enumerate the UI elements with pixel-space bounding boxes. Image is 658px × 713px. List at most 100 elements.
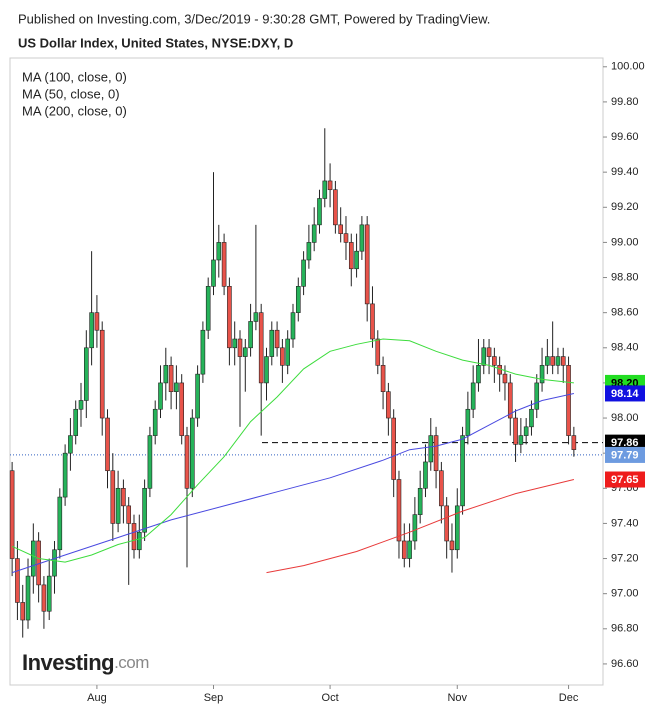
y-tick-label: 99.20	[611, 201, 639, 213]
candle-body	[380, 365, 386, 392]
legend-entry: MA (200, close, 0)	[22, 103, 127, 118]
candle-body	[560, 356, 566, 366]
candle-body	[189, 417, 195, 489]
candle-body	[68, 435, 73, 454]
candle-body	[507, 382, 513, 419]
candle-body	[99, 329, 105, 419]
candle-body	[274, 329, 280, 349]
candle-body	[513, 417, 518, 445]
candle-body	[200, 329, 206, 375]
y-tick-label: 99.40	[611, 166, 639, 178]
price-label-box	[605, 446, 645, 463]
candle-body	[110, 470, 116, 524]
ma-line	[11, 338, 574, 563]
candle-body	[280, 347, 285, 366]
candle-body	[290, 312, 296, 340]
candle-body	[195, 373, 200, 419]
price-label: 97.86	[611, 437, 639, 449]
y-tick-label: 99.80	[611, 96, 639, 108]
candle-body	[147, 435, 153, 489]
candle-body	[364, 224, 370, 305]
candle-body	[31, 540, 36, 577]
header: Published on Investing.com, 3/Dec/2019 -…	[18, 11, 490, 26]
candle-body	[126, 505, 132, 524]
candle-body	[428, 435, 434, 463]
candle-body	[333, 189, 338, 226]
candle-body	[465, 408, 471, 436]
candle-body	[454, 505, 460, 551]
candle-body	[20, 602, 26, 621]
candle-body	[105, 417, 110, 472]
candle-body	[73, 408, 79, 436]
candle-body	[115, 487, 121, 524]
candle-body	[179, 382, 184, 436]
candle-body	[439, 470, 444, 507]
candle-body	[539, 365, 545, 384]
ma-line	[11, 393, 575, 574]
candle-body	[237, 338, 243, 357]
y-tick-label: 98.40	[611, 342, 639, 354]
y-tick-label: 97.40	[611, 517, 639, 529]
candle-body	[258, 312, 264, 384]
candle-body	[221, 242, 227, 287]
candle-body	[391, 417, 396, 480]
candle-body	[94, 312, 100, 331]
candle-body	[295, 286, 301, 313]
candle-body	[481, 347, 487, 366]
candle-body	[142, 487, 147, 533]
candle-body	[25, 575, 31, 621]
candle-body	[550, 356, 555, 366]
logo-suffix: .com	[114, 653, 149, 672]
candle-body	[327, 180, 333, 191]
y-tick-label: 98.80	[611, 271, 639, 283]
candle-body	[492, 356, 497, 366]
x-tick-label: Nov	[447, 692, 467, 704]
candle-body	[41, 584, 47, 612]
y-tick-label: 97.20	[611, 552, 639, 564]
candle-body	[121, 487, 126, 507]
y-tick-label: 96.80	[611, 623, 639, 635]
candle-body	[174, 382, 179, 392]
candle-body	[301, 259, 306, 287]
candle-body	[401, 540, 407, 559]
candle-body	[444, 505, 449, 542]
y-tick-label: 96.60	[611, 658, 639, 670]
price-label-box	[605, 385, 645, 402]
candle-body	[306, 242, 312, 261]
candle-body	[354, 250, 359, 270]
candle-body	[470, 382, 476, 410]
y-tick-label: 99.60	[611, 131, 639, 143]
candle-body	[46, 575, 52, 612]
candle-body	[232, 338, 237, 349]
logo: Investing.com	[22, 650, 149, 675]
candle-body	[216, 242, 222, 261]
candle-body	[253, 312, 259, 322]
candle-body	[375, 338, 381, 366]
candle-body	[264, 356, 269, 384]
x-tick-label: Dec	[559, 692, 579, 704]
candle-body	[248, 321, 253, 349]
candle-body	[242, 347, 248, 357]
candle-body	[486, 347, 492, 357]
price-label-box	[605, 471, 645, 488]
x-tick-label: Aug	[87, 692, 107, 704]
candle-body	[57, 496, 63, 551]
candle-body	[460, 435, 465, 507]
candle-body	[412, 514, 418, 542]
candle-body	[184, 435, 190, 489]
candle-body	[269, 329, 275, 357]
candle-body	[211, 259, 216, 287]
candle-body	[545, 356, 550, 366]
candle-body	[423, 461, 428, 489]
candle-body	[78, 400, 84, 410]
candle-body	[338, 224, 343, 234]
candle-body	[158, 382, 163, 410]
y-tick-label: 98.60	[611, 307, 639, 319]
y-tick-label: 98.00	[611, 412, 639, 424]
candle-body	[566, 365, 571, 436]
candle-body	[285, 338, 290, 366]
candle-body	[529, 408, 534, 428]
candle-body	[348, 242, 354, 270]
price-label: 98.14	[611, 388, 639, 400]
candle-body	[449, 540, 455, 551]
